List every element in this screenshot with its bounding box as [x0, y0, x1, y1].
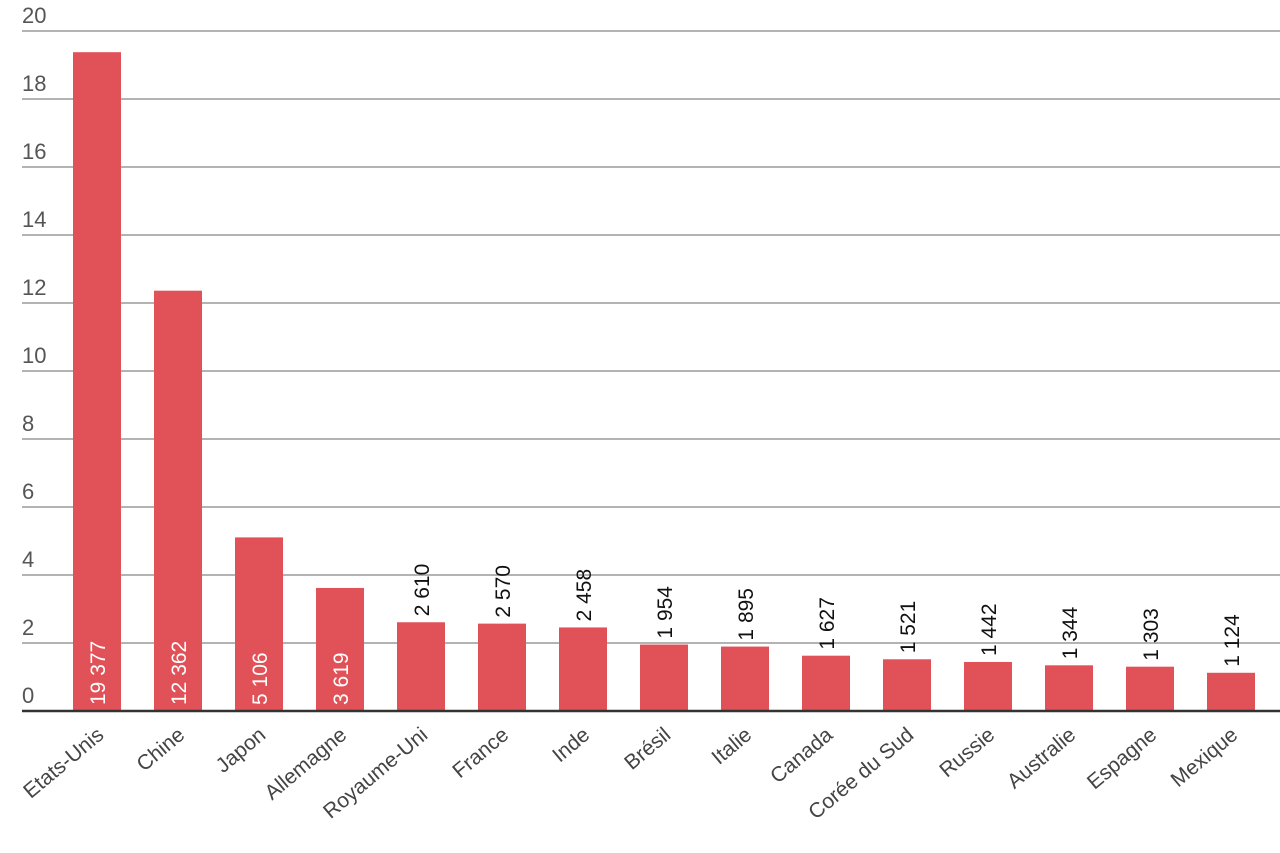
bar	[883, 659, 931, 711]
x-tick-label: Chine	[132, 723, 189, 776]
x-tick-label: Italie	[707, 723, 756, 769]
bar	[154, 290, 202, 711]
bar	[964, 661, 1012, 711]
bar	[478, 623, 526, 711]
bar	[73, 52, 121, 711]
value-label: 1 344	[1059, 606, 1082, 659]
y-tick-label: 12	[22, 275, 46, 300]
x-tick-label: Australie	[1003, 723, 1080, 793]
y-tick-label: 14	[22, 207, 46, 232]
y-tick-label: 2	[22, 615, 34, 640]
value-label: 2 570	[492, 565, 515, 618]
value-label: 5 106	[249, 652, 272, 705]
bar	[316, 587, 364, 711]
bar	[1207, 672, 1255, 711]
x-tick-label: Russie	[935, 723, 999, 782]
bar	[559, 627, 607, 711]
x-tick-label: Mexique	[1167, 723, 1243, 792]
value-label: 1 954	[654, 586, 677, 639]
value-label: 1 521	[897, 601, 920, 654]
value-label: 19 377	[87, 641, 110, 705]
x-tick-label: Japon	[212, 723, 271, 777]
y-tick-label: 4	[22, 547, 34, 572]
x-tick-label: France	[448, 723, 513, 783]
y-tick-label: 16	[22, 139, 46, 164]
bar	[802, 655, 850, 711]
y-tick-label: 8	[22, 411, 34, 436]
y-tick-label: 6	[22, 479, 34, 504]
value-label: 1 124	[1221, 614, 1244, 667]
bar	[235, 537, 283, 711]
x-tick-label: Etats-Unis	[19, 723, 108, 803]
y-tick-label: 10	[22, 343, 46, 368]
value-label: 1 895	[735, 588, 758, 641]
y-tick-label: 20	[22, 3, 46, 28]
bar	[640, 644, 688, 711]
value-label: 2 610	[411, 564, 434, 617]
value-label: 1 303	[1140, 608, 1163, 661]
x-tick-label: Inde	[548, 723, 594, 767]
bar	[1126, 666, 1174, 711]
value-label: 2 458	[573, 569, 596, 622]
x-tick-label: Espagne	[1083, 723, 1161, 794]
x-tick-label: Canada	[766, 723, 837, 788]
value-label: 12 362	[168, 641, 191, 705]
bar	[1045, 665, 1093, 711]
y-tick-label: 0	[22, 683, 34, 708]
y-tick-label: 18	[22, 71, 46, 96]
value-label: 3 619	[330, 652, 353, 705]
bar	[397, 622, 445, 711]
x-tick-label: Brésil	[620, 723, 675, 774]
value-label: 1 627	[816, 597, 839, 650]
value-label: 1 442	[978, 603, 1001, 656]
bar	[721, 646, 769, 711]
